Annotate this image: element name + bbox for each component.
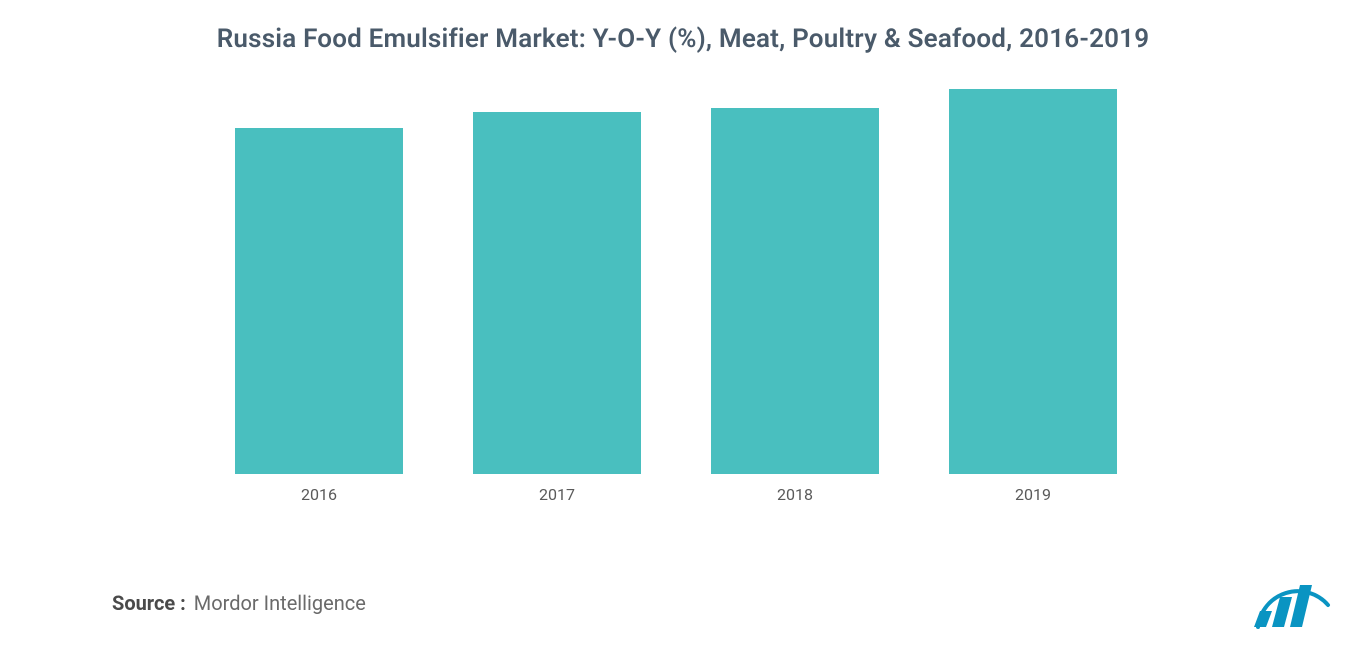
bar-label-2019: 2019 [949, 485, 1117, 504]
bar-2017 [473, 112, 641, 474]
bar-chart: 2016 2017 2018 2019 [153, 84, 1213, 504]
bar-2019 [949, 89, 1117, 474]
source-value: Mordor Intelligence [194, 591, 366, 615]
bar-group-2018 [711, 108, 879, 474]
source-label: Source : [112, 591, 186, 615]
source-attribution: Source : Mordor Intelligence [112, 591, 366, 615]
mordor-logo-icon [1250, 577, 1332, 635]
bar-group-2019 [949, 89, 1117, 474]
bar-label-2017: 2017 [473, 485, 641, 504]
bar-2018 [711, 108, 879, 474]
bar-group-2016 [235, 128, 403, 475]
chart-title: Russia Food Emulsifier Market: Y-O-Y (%)… [0, 0, 1366, 54]
bar-label-2016: 2016 [235, 485, 403, 504]
bar-label-2018: 2018 [711, 485, 879, 504]
bar-group-2017 [473, 112, 641, 474]
bar-2016 [235, 128, 403, 475]
